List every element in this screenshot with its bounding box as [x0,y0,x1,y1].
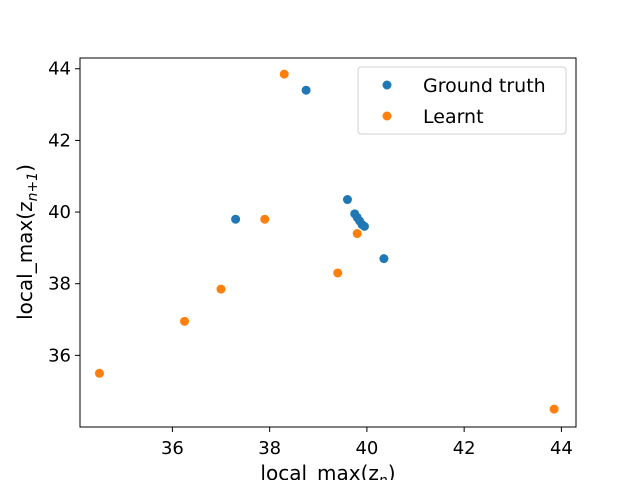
ground-truth-point [379,254,389,264]
ground-truth-point [231,214,241,224]
learnt-point [549,404,559,414]
legend: Ground truth Learnt [357,66,567,135]
x-tick-label: 40 [355,438,378,459]
legend-box [357,66,567,135]
learnt-point [352,229,362,239]
y-tick-label: 44 [48,59,71,80]
y-tick-label: 40 [48,202,71,223]
x-tick-label: 38 [258,438,281,459]
learnt-point [180,316,190,326]
x-axis: 36 38 40 42 44 [161,427,573,459]
legend-marker-ground-truth [382,80,392,90]
legend-marker-learnt [382,111,392,121]
x-tick-label: 36 [161,438,184,459]
y-axis-label: local_max(zn+1) [13,164,41,320]
y-tick-label: 42 [48,130,71,151]
ground-truth-point [342,195,352,205]
points-layer [94,69,559,414]
legend-label-ground-truth: Ground truth [423,75,546,97]
learnt-point [260,214,270,224]
x-tick-label: 42 [453,438,476,459]
learnt-point [279,69,289,79]
learnt-point [333,268,343,278]
ground-truth-point [359,221,369,231]
ground-truth-point [301,85,311,95]
y-axis: 36 38 40 42 44 [48,59,80,366]
plot-area-frame [79,57,577,428]
legend-label-learnt: Learnt [423,106,484,128]
y-tick-label: 36 [48,345,71,366]
x-tick-label: 44 [550,438,573,459]
y-tick-label: 38 [48,274,71,295]
x-axis-label: local_max(zn) [260,461,395,480]
learnt-point [216,284,226,294]
learnt-point [94,368,104,378]
